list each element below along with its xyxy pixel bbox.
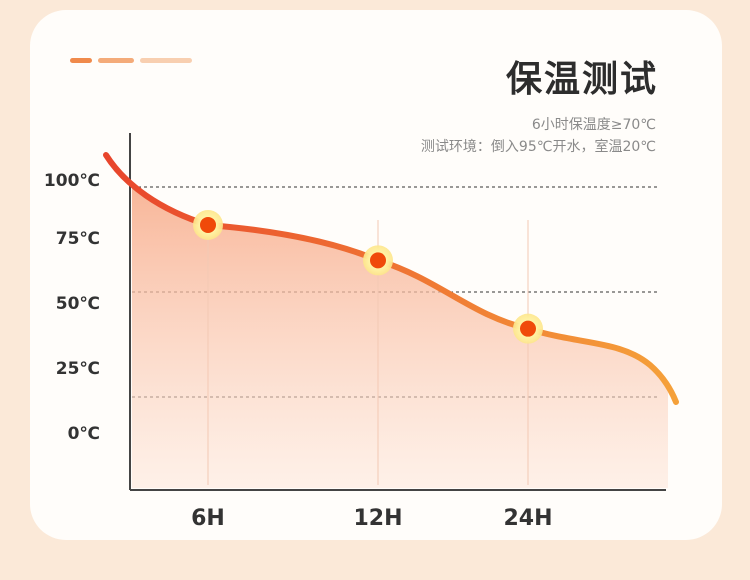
data-point-6H [193, 209, 223, 240]
series-line [103, 152, 679, 405]
x-tick-label: 24H [503, 506, 552, 531]
y-tick-label: 25℃ [56, 359, 100, 379]
decor-dash-2 [98, 58, 134, 63]
x-tick-label: 6H [191, 506, 225, 531]
subtitle-spec: 6小时保温度≥70℃ [531, 117, 656, 133]
x-tick-label: 12H [353, 506, 402, 531]
chart-title: 保温测试 [505, 59, 658, 100]
y-tick-label: 0℃ [68, 424, 100, 444]
data-point-24H [513, 313, 543, 344]
y-tick-label: 100℃ [44, 171, 100, 191]
y-tick-label: 50℃ [56, 294, 100, 314]
y-tick-label: 75℃ [56, 229, 100, 249]
subtitle-test-env: 测试环境：倒入95℃开水，室温20℃ [420, 139, 656, 155]
decor-dash-1 [70, 58, 92, 63]
area-fill [132, 185, 668, 488]
decor-dash-3 [140, 58, 192, 63]
x-tick-labels: 6H 12H 24H [191, 506, 552, 531]
y-tick-labels: 100℃ 75℃ 50℃ 25℃ 0℃ [44, 171, 100, 444]
data-point-12H [363, 245, 393, 276]
data-markers [193, 209, 543, 344]
